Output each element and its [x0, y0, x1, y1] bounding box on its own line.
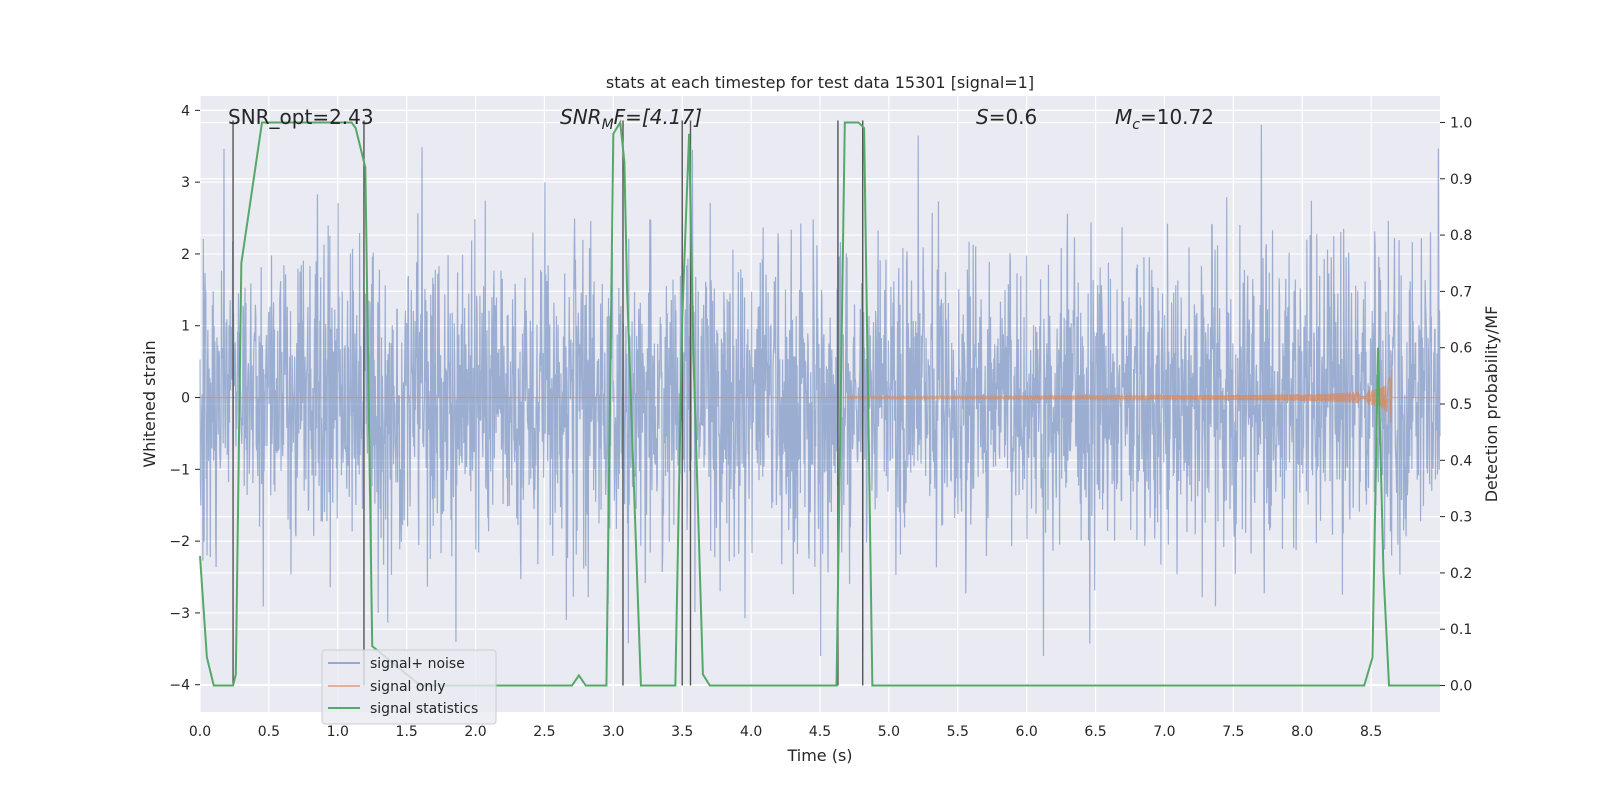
- x-axis-ticks: 0.0 0.5 1.0 1.5 2.0 2.5 3.0 3.5 4.0 4.5 5.0 5.5 6.0 6…: [189, 724, 1382, 740]
- left-y-tick-label-4: 0: [181, 391, 190, 407]
- x-tick-label-15: 7.5: [1222, 724, 1244, 740]
- x-tick-label-11: 5.5: [947, 724, 969, 740]
- legend-label-signal-noise: signal+ noise: [370, 656, 465, 672]
- left-y-tick-label-5: 1: [181, 319, 190, 335]
- left-y-tick-label-3: −1: [169, 462, 190, 478]
- x-tick-label-4: 2.0: [464, 724, 486, 740]
- chart-title: stats at each timestep for test data 153…: [606, 73, 1034, 92]
- left-y-tick-label-0: −4: [169, 678, 190, 694]
- x-tick-label-13: 6.5: [1084, 724, 1106, 740]
- legend-box: [321, 649, 497, 725]
- x-tick-label-16: 8.0: [1291, 724, 1313, 740]
- x-tick-label-5: 2.5: [533, 724, 555, 740]
- right-y-tick-label-6: 0.6: [1450, 341, 1472, 357]
- x-tick-label-7: 3.5: [671, 724, 693, 740]
- right-y-tick-label-0: 0.0: [1450, 679, 1472, 695]
- left-y-axis-label: Whitened strain: [140, 340, 159, 467]
- x-tick-label-0: 0.0: [189, 724, 211, 740]
- right-y-tick-label-7: 0.7: [1450, 284, 1472, 300]
- legend: signal+ noise signal only signal statist…: [321, 649, 497, 725]
- x-axis-label: Time (s): [786, 746, 852, 765]
- signal-statistics-series: [199, 119, 1440, 687]
- left-y-tick-label-7: 3: [181, 175, 190, 191]
- vertical-markers: [232, 120, 864, 686]
- signal-noise-line: [199, 124, 1441, 657]
- left-y-axis-ticks: −4 −3 −2 −1 0 1 2 3 4: [169, 103, 200, 694]
- left-y-tick-label-1: −3: [169, 606, 190, 622]
- x-tick-label-8: 4.0: [740, 724, 762, 740]
- right-y-tick-label-4: 0.4: [1450, 453, 1472, 469]
- x-tick-label-9: 4.5: [809, 724, 831, 740]
- x-tick-label-6: 3.0: [602, 724, 624, 740]
- annotation-s: S=0.6: [976, 105, 1037, 129]
- left-y-tick-label-2: −2: [169, 534, 190, 550]
- right-y-tick-label-8: 0.8: [1450, 228, 1472, 244]
- signal-statistics-line: [199, 119, 1440, 687]
- right-y-tick-label-2: 0.2: [1450, 566, 1472, 582]
- left-y-tick-label-6: 2: [181, 247, 190, 263]
- right-y-tick-label-10: 1.0: [1450, 115, 1472, 131]
- left-y-tick-label-8: 4: [181, 103, 190, 119]
- x-tick-label-14: 7.0: [1153, 724, 1175, 740]
- x-tick-label-2: 1.0: [327, 724, 349, 740]
- right-y-tick-label-9: 0.9: [1450, 172, 1472, 188]
- annotation-snr-mf: SNRMF=[4.17]: [560, 105, 702, 133]
- annotation-mc: Mc=10.72: [1115, 105, 1214, 133]
- right-y-axis-ticks: 0.0 0.1 0.2 0.3 0.4 0.5 0.6 0.7 0.8 0.9 1.0: [1440, 115, 1472, 695]
- right-y-tick-label-5: 0.5: [1450, 397, 1472, 413]
- right-y-tick-label-3: 0.3: [1450, 510, 1472, 526]
- legend-label-signal-statistics: signal statistics: [370, 701, 478, 717]
- right-y-tick-label-1: 0.1: [1450, 622, 1472, 638]
- signal-only-series: [200, 369, 1440, 423]
- signal-only-line: [200, 369, 1440, 423]
- signal-noise-series: [199, 124, 1441, 657]
- x-tick-label-1: 0.5: [258, 724, 280, 740]
- right-y-axis-label: Detection probability/MF: [1482, 306, 1501, 503]
- x-tick-label-3: 1.5: [396, 724, 418, 740]
- x-tick-label-17: 8.5: [1360, 724, 1382, 740]
- x-tick-label-12: 6.0: [1016, 724, 1038, 740]
- legend-label-signal-only: signal only: [370, 679, 445, 695]
- annotation-snr-opt: SNR_opt=2.43: [228, 105, 374, 129]
- x-tick-label-10: 5.0: [878, 724, 900, 740]
